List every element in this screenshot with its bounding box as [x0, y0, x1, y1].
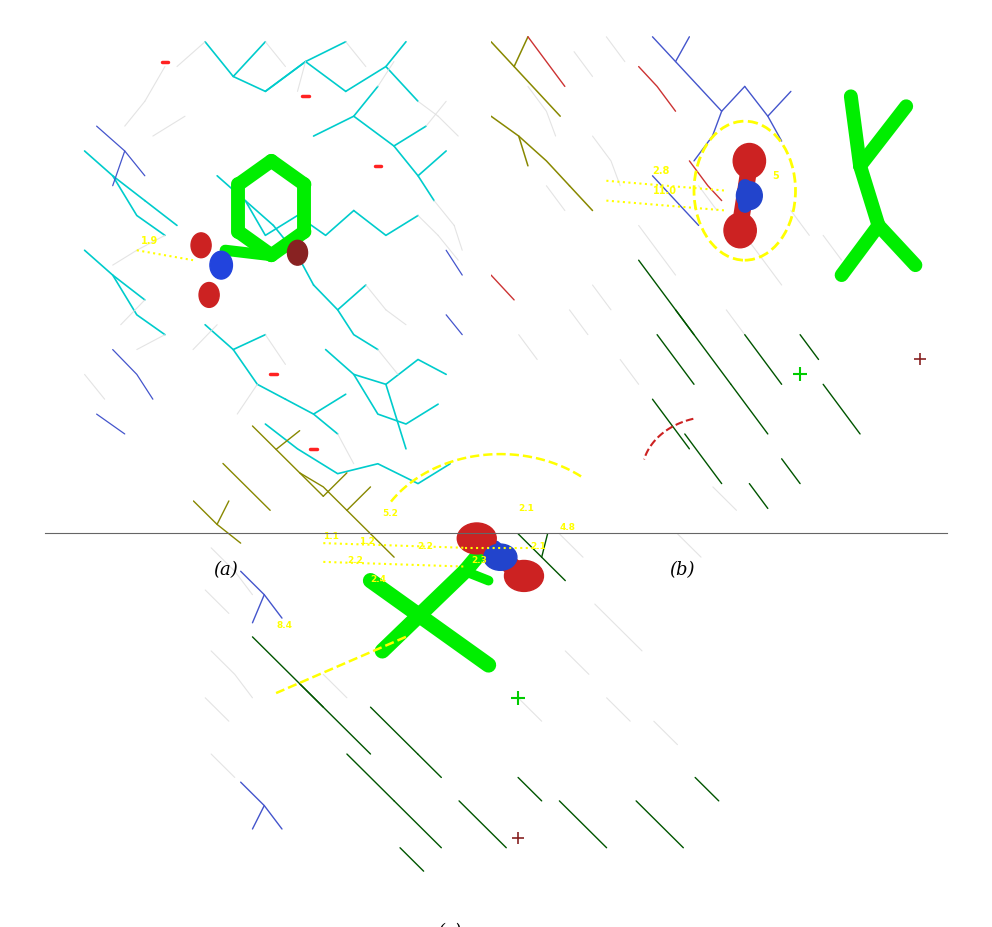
Text: 2.8: 2.8: [653, 166, 670, 176]
Text: 2.2: 2.2: [418, 541, 434, 551]
Text: 4.8: 4.8: [559, 523, 575, 531]
Circle shape: [457, 524, 496, 554]
Circle shape: [210, 252, 232, 280]
Circle shape: [736, 183, 762, 210]
Text: 2.2: 2.2: [347, 555, 363, 565]
Circle shape: [191, 234, 211, 259]
Circle shape: [199, 284, 219, 308]
Text: 5: 5: [773, 171, 779, 181]
Text: (c): (c): [436, 922, 461, 927]
Text: 2.1: 2.1: [518, 503, 534, 513]
Text: 2.3: 2.3: [471, 555, 487, 565]
Text: 5.2: 5.2: [382, 509, 398, 517]
Circle shape: [724, 214, 756, 248]
Text: 8.4: 8.4: [276, 621, 292, 629]
Text: 1.1: 1.1: [323, 531, 339, 540]
Text: (b): (b): [670, 561, 694, 578]
Circle shape: [484, 544, 517, 571]
Text: 2.1: 2.1: [530, 541, 546, 551]
Text: 1.9: 1.9: [141, 235, 158, 246]
Text: 2.4: 2.4: [371, 574, 387, 583]
Circle shape: [733, 145, 766, 179]
Circle shape: [505, 561, 544, 591]
Text: 1.2: 1.2: [359, 537, 375, 546]
Text: (a): (a): [213, 561, 238, 578]
Text: 11.0: 11.0: [653, 186, 677, 196]
Circle shape: [288, 241, 308, 266]
